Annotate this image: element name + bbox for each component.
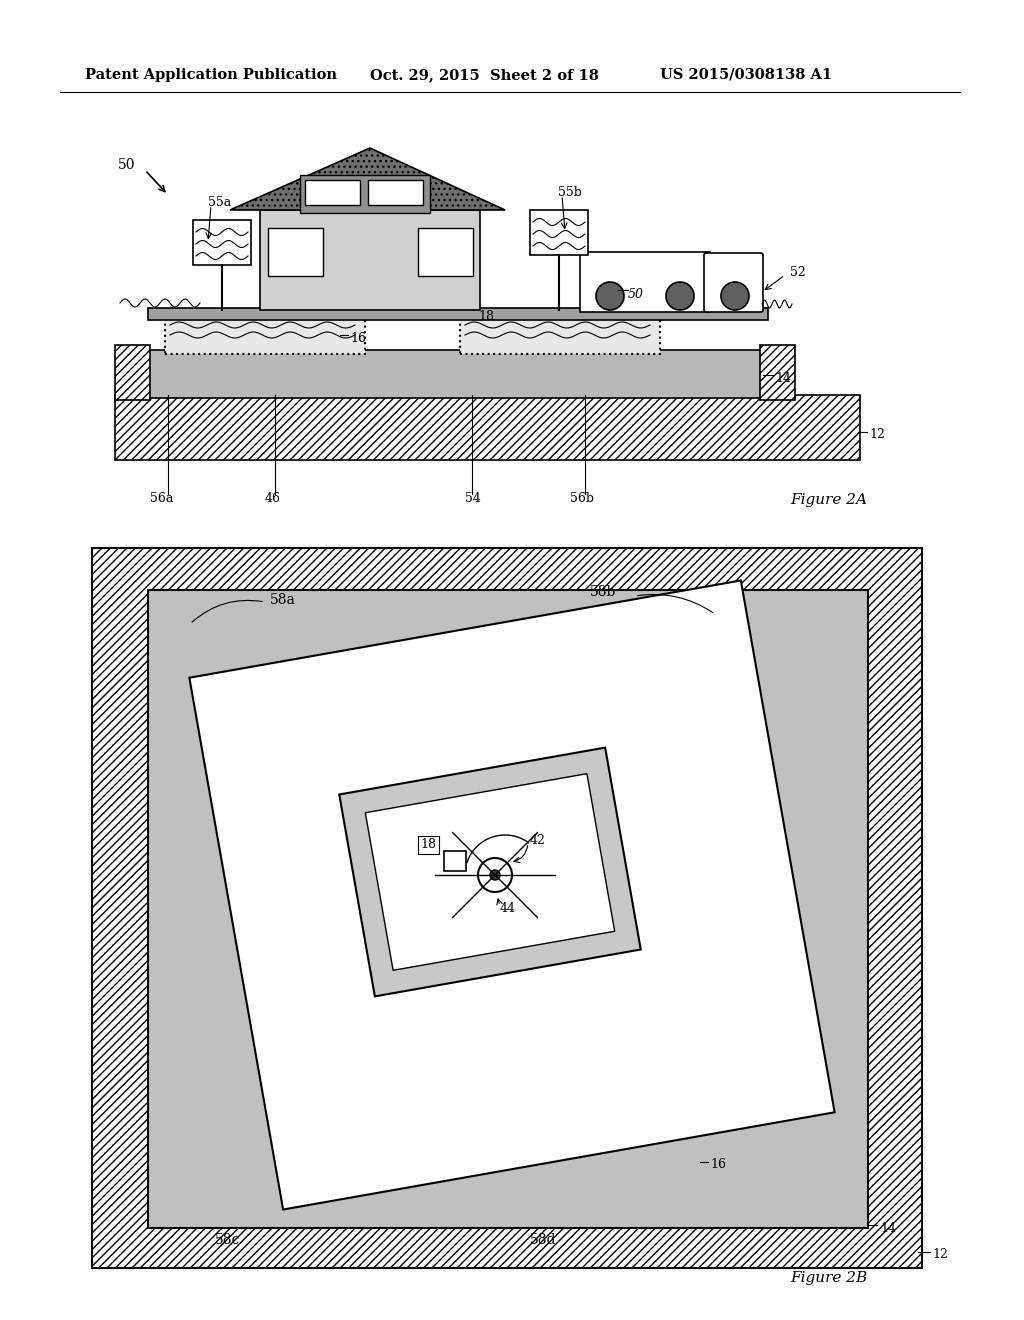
Text: 56a: 56a [150,491,173,504]
Text: 54: 54 [465,491,481,504]
Bar [115,395,860,459]
Polygon shape [366,774,614,970]
Polygon shape [189,581,835,1209]
Text: 18: 18 [420,838,436,851]
Text: 50: 50 [118,158,135,172]
Text: 58c: 58c [215,1233,241,1247]
Bar [268,228,323,276]
Text: 50: 50 [628,288,644,301]
Text: 42: 42 [530,833,546,846]
Bar [530,210,588,255]
Text: 14: 14 [880,1221,896,1234]
Text: 55b: 55b [558,186,582,198]
Circle shape [666,282,694,310]
Bar [115,345,150,400]
Bar [92,548,922,1269]
Text: 12: 12 [932,1249,948,1262]
Bar [305,180,360,205]
Bar [580,252,710,312]
Circle shape [721,282,749,310]
Text: Oct. 29, 2015  Sheet 2 of 18: Oct. 29, 2015 Sheet 2 of 18 [370,69,599,82]
Text: 46: 46 [265,491,281,504]
Text: 52: 52 [790,265,806,279]
Text: 58d: 58d [530,1233,556,1247]
Bar [350,170,372,201]
Text: 58a: 58a [270,593,296,607]
Text: Figure 2B: Figure 2B [790,1271,867,1284]
Bar [418,228,473,276]
Text: 12: 12 [869,429,885,441]
Text: 18: 18 [478,309,494,322]
Bar [460,318,660,354]
Text: Figure 2A: Figure 2A [790,492,867,507]
Bar [368,180,423,205]
Bar [760,345,795,400]
Text: Patent Application Publication: Patent Application Publication [85,69,337,82]
Circle shape [478,858,512,892]
Bar [148,590,868,1228]
Bar [193,220,251,265]
Text: 16: 16 [710,1159,726,1172]
Bar [148,350,768,399]
Bar [148,308,768,319]
Polygon shape [230,148,505,210]
Text: 55a: 55a [208,195,231,209]
Bar [165,318,365,354]
Text: US 2015/0308138 A1: US 2015/0308138 A1 [660,69,833,82]
Text: 56b: 56b [570,491,594,504]
Circle shape [596,282,624,310]
Bar [260,210,480,310]
Polygon shape [339,747,641,997]
Text: 58b: 58b [590,585,616,599]
FancyBboxPatch shape [705,253,763,312]
Bar [444,851,466,871]
Circle shape [490,870,500,880]
Text: 14: 14 [775,371,791,384]
Bar [300,176,430,213]
Text: 16: 16 [350,331,366,345]
Text: 44: 44 [500,902,516,915]
